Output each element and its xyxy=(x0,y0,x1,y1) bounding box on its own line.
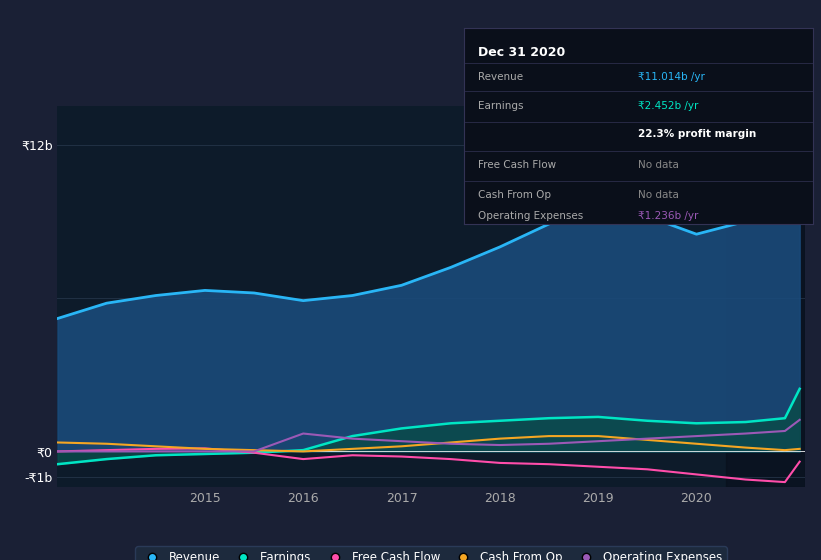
Text: Earnings: Earnings xyxy=(478,101,523,111)
Text: ₹11.014b /yr: ₹11.014b /yr xyxy=(639,72,705,82)
Text: ₹1.236b /yr: ₹1.236b /yr xyxy=(639,211,699,221)
Text: Dec 31 2020: Dec 31 2020 xyxy=(478,46,565,59)
Text: Revenue: Revenue xyxy=(478,72,523,82)
Text: Free Cash Flow: Free Cash Flow xyxy=(478,160,556,170)
Bar xyxy=(726,106,805,487)
Text: Cash From Op: Cash From Op xyxy=(478,190,551,199)
Text: Operating Expenses: Operating Expenses xyxy=(478,211,583,221)
Legend: Revenue, Earnings, Free Cash Flow, Cash From Op, Operating Expenses: Revenue, Earnings, Free Cash Flow, Cash … xyxy=(135,547,727,560)
Text: 22.3% profit margin: 22.3% profit margin xyxy=(639,129,757,139)
Text: ₹2.452b /yr: ₹2.452b /yr xyxy=(639,101,699,111)
Text: No data: No data xyxy=(639,190,679,199)
Text: No data: No data xyxy=(639,160,679,170)
